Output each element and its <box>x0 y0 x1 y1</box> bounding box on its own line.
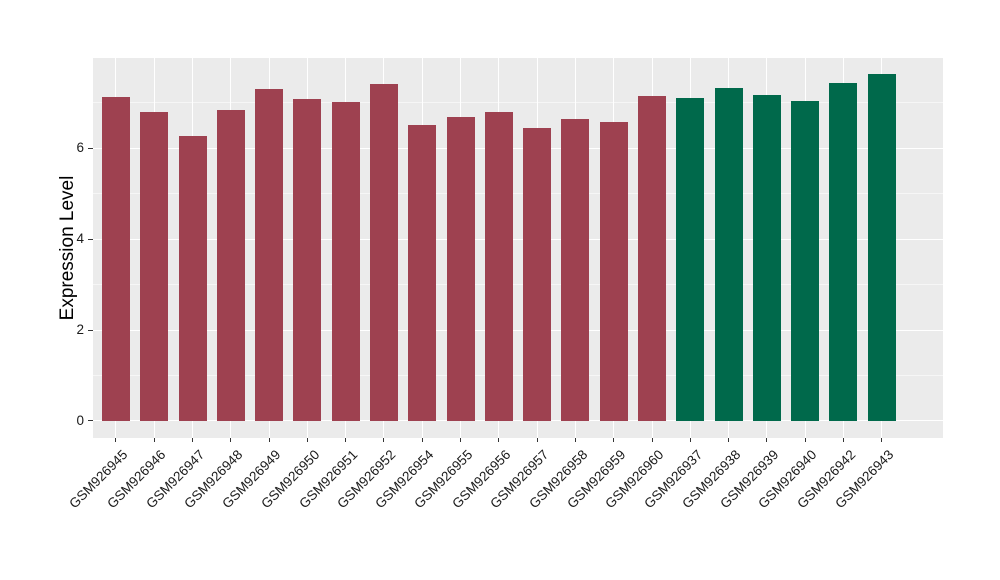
x-tick-label: GSM926948 <box>181 447 246 512</box>
gridline-y-major <box>93 420 943 422</box>
x-tick-mark <box>536 438 538 442</box>
x-tick-mark <box>766 438 768 442</box>
x-tick-mark <box>651 438 653 442</box>
bar <box>140 112 169 421</box>
bar <box>599 122 628 421</box>
bar <box>714 88 743 421</box>
gridline-y-minor <box>93 284 943 286</box>
x-tick-label: GSM926951 <box>296 447 361 512</box>
x-tick-label: GSM926938 <box>678 447 744 512</box>
x-tick-mark <box>153 438 155 442</box>
bar <box>523 128 552 421</box>
bar <box>752 95 781 421</box>
x-tick-mark <box>689 438 691 442</box>
x-tick-mark <box>613 438 615 442</box>
x-tick-label: GSM926947 <box>142 447 208 512</box>
bar <box>867 73 896 421</box>
x-tick-mark <box>115 438 117 442</box>
x-tick-label: GSM926956 <box>449 447 514 512</box>
x-tick-mark <box>804 438 806 442</box>
bar <box>331 102 360 421</box>
bar <box>293 98 322 421</box>
x-tick-label: GSM926954 <box>372 447 437 512</box>
y-tick-label: 2 <box>76 322 84 337</box>
x-tick-mark <box>574 438 576 442</box>
x-tick-label: GSM926959 <box>564 447 629 512</box>
gridline-y-major <box>93 238 943 240</box>
x-tick-mark <box>306 438 308 442</box>
x-tick-mark <box>728 438 730 442</box>
bar <box>255 88 284 421</box>
gridline-y-minor <box>93 375 943 376</box>
x-tick-label: GSM926950 <box>257 447 323 512</box>
gridline-y-major <box>93 329 943 331</box>
x-tick-label: GSM926949 <box>219 447 284 512</box>
bar <box>216 109 245 421</box>
y-tick-label: 0 <box>76 412 84 428</box>
x-tick-label: GSM926937 <box>640 447 705 512</box>
x-tick-mark <box>383 438 385 442</box>
bar <box>676 98 705 421</box>
x-tick-mark <box>192 438 194 442</box>
bar <box>446 117 475 421</box>
bar <box>638 95 666 421</box>
x-tick-label: GSM926945 <box>66 447 131 512</box>
x-tick-mark <box>268 438 270 442</box>
x-tick-label: GSM926958 <box>525 447 591 512</box>
bar <box>561 118 590 421</box>
bar <box>101 97 130 421</box>
x-tick-label: GSM926939 <box>717 447 782 512</box>
gridline-y-minor <box>93 102 943 104</box>
x-tick-label: GSM926943 <box>832 447 897 512</box>
x-tick-mark <box>842 438 844 442</box>
x-tick-label: GSM926946 <box>104 447 169 512</box>
x-tick-label: GSM926940 <box>755 447 820 512</box>
y-axis-title: Expression Level <box>57 175 78 321</box>
bar <box>178 136 207 421</box>
x-tick-label: GSM926942 <box>793 447 859 512</box>
x-tick-label: GSM926952 <box>334 447 399 512</box>
bar <box>829 83 858 421</box>
x-tick-label: GSM926957 <box>487 447 552 512</box>
bar <box>484 112 513 421</box>
x-tick-label: GSM926960 <box>602 447 667 512</box>
x-tick-mark <box>421 438 423 442</box>
x-tick-mark <box>230 438 232 442</box>
x-tick-mark <box>498 438 500 442</box>
x-tick-mark <box>345 438 347 442</box>
bar <box>791 101 820 421</box>
x-tick-mark <box>460 438 462 442</box>
y-tick-label: 6 <box>76 140 84 156</box>
gridline-y-major <box>93 147 943 149</box>
bar <box>369 83 398 421</box>
x-tick-label: GSM926955 <box>410 447 476 512</box>
plot-panel <box>93 58 943 438</box>
x-tick-mark <box>881 438 883 442</box>
bar <box>408 124 437 421</box>
gridline-y-minor <box>93 193 943 195</box>
